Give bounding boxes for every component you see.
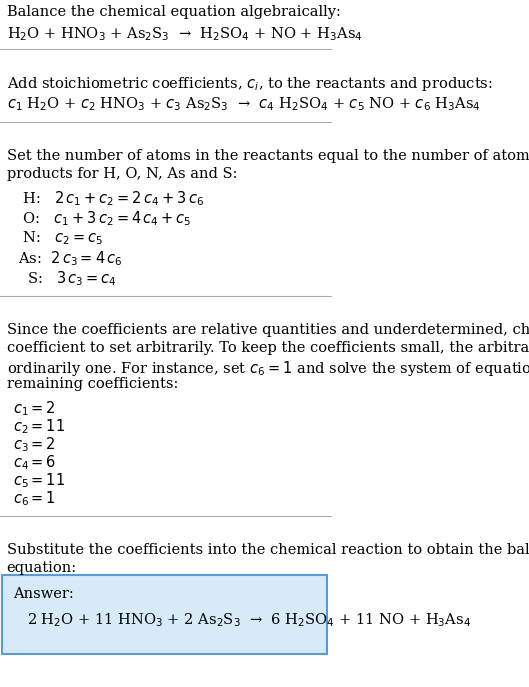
- Text: Add stoichiometric coefficients, $c_i$, to the reactants and products:: Add stoichiometric coefficients, $c_i$, …: [7, 75, 492, 93]
- Text: 2 H$_2$O + 11 HNO$_3$ + 2 As$_2$S$_3$  →  6 H$_2$SO$_4$ + 11 NO + H$_3$As$_4$: 2 H$_2$O + 11 HNO$_3$ + 2 As$_2$S$_3$ → …: [26, 611, 471, 629]
- Text: $c_3 = 2$: $c_3 = 2$: [13, 435, 56, 453]
- Text: N:   $c_2 = c_5$: N: $c_2 = c_5$: [19, 229, 103, 247]
- Text: ordinarily one. For instance, set $c_6 = 1$ and solve the system of equations fo: ordinarily one. For instance, set $c_6 =…: [7, 359, 529, 378]
- Text: $c_1$ H$_2$O + $c_2$ HNO$_3$ + $c_3$ As$_2$S$_3$  →  $c_4$ H$_2$SO$_4$ + $c_5$ N: $c_1$ H$_2$O + $c_2$ HNO$_3$ + $c_3$ As$…: [7, 95, 480, 113]
- FancyBboxPatch shape: [2, 576, 327, 654]
- Text: S:   $3\,c_3 = c_4$: S: $3\,c_3 = c_4$: [19, 269, 117, 287]
- Text: coefficient to set arbitrarily. To keep the coefficients small, the arbitrary va: coefficient to set arbitrarily. To keep …: [7, 341, 529, 354]
- Text: O:   $c_1 + 3\,c_2 = 4\,c_4 + c_5$: O: $c_1 + 3\,c_2 = 4\,c_4 + c_5$: [19, 209, 191, 227]
- Text: Since the coefficients are relative quantities and underdetermined, choose a: Since the coefficients are relative quan…: [7, 323, 529, 337]
- Text: $c_4 = 6$: $c_4 = 6$: [13, 453, 57, 471]
- Text: Answer:: Answer:: [13, 587, 74, 601]
- Text: Substitute the coefficients into the chemical reaction to obtain the balanced: Substitute the coefficients into the che…: [7, 543, 529, 556]
- Text: $c_5 = 11$: $c_5 = 11$: [13, 471, 66, 490]
- Text: H:   $2\,c_1 + c_2 = 2\,c_4 + 3\,c_6$: H: $2\,c_1 + c_2 = 2\,c_4 + 3\,c_6$: [19, 189, 204, 207]
- Text: H$_2$O + HNO$_3$ + As$_2$S$_3$  →  H$_2$SO$_4$ + NO + H$_3$As$_4$: H$_2$O + HNO$_3$ + As$_2$S$_3$ → H$_2$SO…: [7, 25, 362, 43]
- Text: remaining coefficients:: remaining coefficients:: [7, 376, 178, 391]
- Text: $c_6 = 1$: $c_6 = 1$: [13, 489, 56, 508]
- Text: As:  $2\,c_3 = 4\,c_6$: As: $2\,c_3 = 4\,c_6$: [19, 249, 123, 267]
- Text: Balance the chemical equation algebraically:: Balance the chemical equation algebraica…: [7, 5, 341, 19]
- Text: products for H, O, N, As and S:: products for H, O, N, As and S:: [7, 167, 237, 181]
- Text: $c_2 = 11$: $c_2 = 11$: [13, 417, 66, 436]
- Text: $c_1 = 2$: $c_1 = 2$: [13, 399, 56, 418]
- Text: Set the number of atoms in the reactants equal to the number of atoms in the: Set the number of atoms in the reactants…: [7, 149, 529, 163]
- Text: equation:: equation:: [7, 561, 77, 575]
